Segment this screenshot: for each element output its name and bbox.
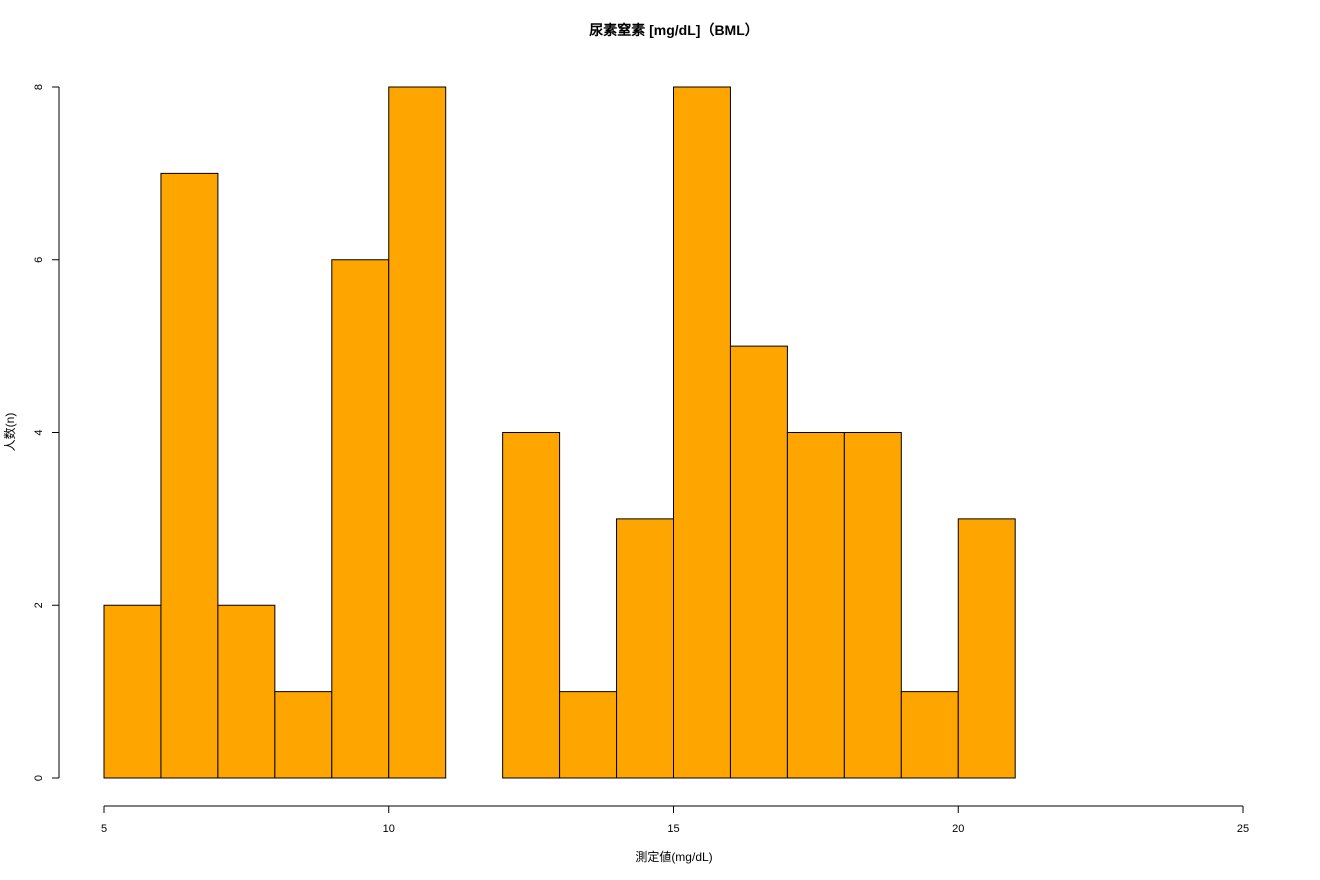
y-tick-label: 0 xyxy=(33,775,45,781)
x-tick-label: 10 xyxy=(383,823,395,835)
y-tick-label: 4 xyxy=(33,429,45,435)
histogram-bar xyxy=(900,691,959,779)
histogram-bar xyxy=(957,518,1016,779)
chart-title: 尿素窒素 [mg/dL]（BML） xyxy=(589,22,759,38)
histogram-bar xyxy=(616,518,674,779)
x-tick-label: 15 xyxy=(667,823,679,835)
histogram-bar xyxy=(729,345,788,779)
histogram-bar xyxy=(217,604,276,779)
histogram-bar xyxy=(673,86,731,779)
x-axis-title: 測定値(mg/dL) xyxy=(635,849,712,864)
x-tick-label: 25 xyxy=(1237,823,1249,835)
histogram-bar xyxy=(160,172,219,779)
bars-group xyxy=(103,86,1016,779)
x-tick-label: 5 xyxy=(101,823,107,835)
histogram-bar xyxy=(786,432,845,779)
y-axis-title: 人数(n) xyxy=(2,413,17,452)
histogram-bar xyxy=(103,604,162,779)
y-tick-label: 2 xyxy=(33,602,45,608)
x-tick-label: 20 xyxy=(952,823,964,835)
y-tick-label: 8 xyxy=(33,84,45,90)
histogram-bar xyxy=(274,691,333,779)
histogram-bar xyxy=(843,432,902,779)
histogram-bar xyxy=(502,432,561,779)
histogram-bar xyxy=(331,259,390,779)
histogram-bar xyxy=(388,86,447,779)
histogram-bar xyxy=(559,691,618,779)
x-axis: 5 10 15 20 25 xyxy=(101,805,1249,835)
y-axis: 0 2 4 6 8 xyxy=(33,84,60,781)
y-tick-label: 6 xyxy=(33,257,45,263)
